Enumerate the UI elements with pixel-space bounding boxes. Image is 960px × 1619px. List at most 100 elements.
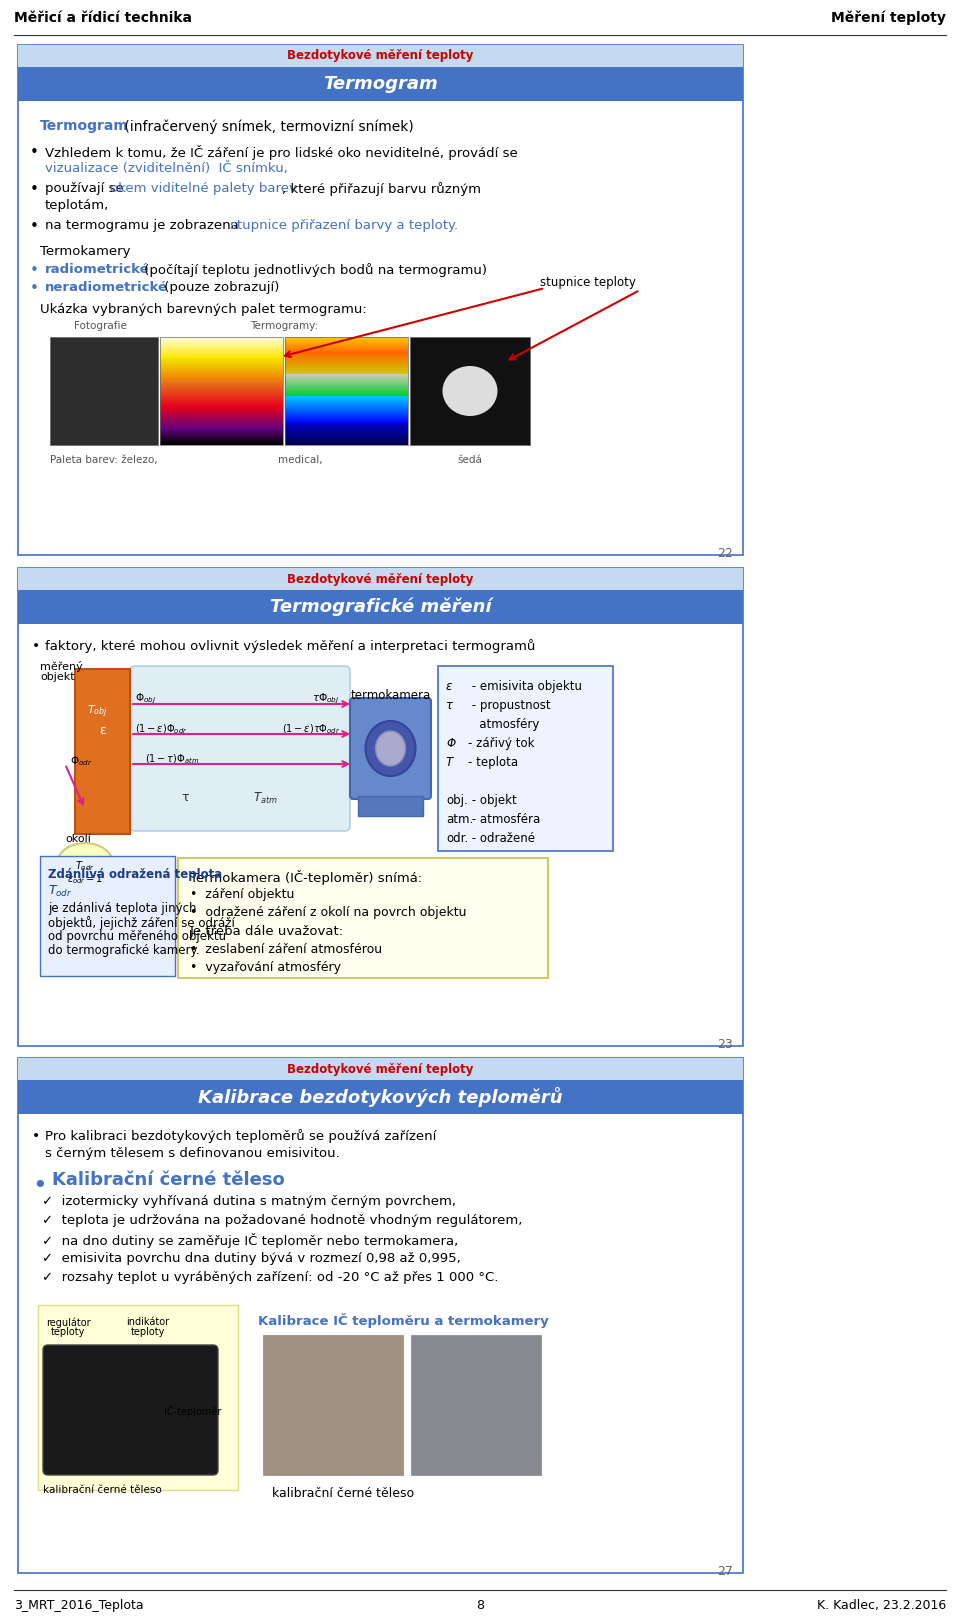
Text: $T_{atm}$: $T_{atm}$ [252,792,277,806]
Text: odr.: odr. [446,832,468,845]
Text: K. Kadlec, 23.2.2016: K. Kadlec, 23.2.2016 [817,1598,946,1611]
Text: - objekt: - objekt [468,793,516,806]
Text: T: T [446,756,453,769]
Text: kalibrační černé těleso: kalibrační černé těleso [43,1485,161,1494]
FancyBboxPatch shape [75,669,130,834]
Text: teploty: teploty [51,1328,85,1337]
Text: Kalibrační černé těleso: Kalibrační černé těleso [52,1171,285,1188]
Text: radiometrické: radiometrické [45,262,150,275]
Text: teplotám,: teplotám, [45,199,109,212]
FancyBboxPatch shape [18,1057,743,1080]
Ellipse shape [375,732,405,766]
Text: ε: ε [446,680,452,693]
Text: Kalibrace bezdotykových teploměrů: Kalibrace bezdotykových teploměrů [198,1086,563,1107]
Text: $(1-\tau)\Phi_{atm}$: $(1-\tau)\Phi_{atm}$ [145,753,200,766]
Text: •: • [30,219,38,235]
FancyBboxPatch shape [18,45,743,555]
Text: - teplota: - teplota [468,756,518,769]
Text: - propustnost: - propustnost [468,699,551,712]
Text: (pouze zobrazují): (pouze zobrazují) [160,282,279,295]
Text: Měření teploty: Měření teploty [831,11,946,26]
Text: Bezdotykové měření teploty: Bezdotykové měření teploty [287,573,473,586]
Text: Termogram: Termogram [324,74,438,92]
Text: •: • [30,262,38,278]
Text: teploty: teploty [131,1328,165,1337]
Text: •: • [32,1128,40,1143]
FancyBboxPatch shape [18,66,743,100]
Text: - zářivý tok: - zářivý tok [468,737,535,750]
Text: Bezdotykové měření teploty: Bezdotykové měření teploty [287,50,473,63]
Text: okem viditelné palety barev: okem viditelné palety barev [110,181,297,194]
Text: vizualizace (zviditelnění)  IČ snímku,: vizualizace (zviditelnění) IČ snímku, [45,162,288,175]
Text: od povrchu měřeného objektu: od povrchu měřeného objektu [48,929,227,942]
FancyBboxPatch shape [38,1305,238,1489]
Ellipse shape [443,366,497,416]
FancyBboxPatch shape [263,1336,403,1475]
Text: ✓  na dno dutiny se zaměřuje IČ teploměr nebo termokamera,: ✓ na dno dutiny se zaměřuje IČ teploměr … [42,1234,458,1248]
Text: medical,: medical, [277,455,323,465]
FancyBboxPatch shape [18,45,743,66]
Text: •  zeslabení záření atmosférou: • zeslabení záření atmosférou [190,942,382,955]
Text: $\Phi_{obj}$: $\Phi_{obj}$ [135,691,156,706]
Text: •: • [30,146,38,160]
Ellipse shape [57,843,113,886]
Text: je zdánlivá teplota jiných: je zdánlivá teplota jiných [48,902,197,915]
Text: regulátor: regulátor [46,1316,90,1328]
Text: Termografické měření: Termografické měření [270,597,492,617]
Text: $\tau \Phi_{obj}$: $\tau \Phi_{obj}$ [312,691,340,706]
Text: $(1-\varepsilon)\tau \Phi_{odr}$: $(1-\varepsilon)\tau \Phi_{odr}$ [281,722,340,737]
Text: objektů, jejichž záření se odráží: objektů, jejichž záření se odráží [48,916,235,929]
FancyBboxPatch shape [130,665,350,831]
Text: Termogram: Termogram [40,120,129,133]
Text: •: • [30,181,38,198]
FancyBboxPatch shape [358,797,423,816]
Text: šedá: šedá [458,455,483,465]
Text: Termokamery: Termokamery [40,244,131,257]
Text: kalibrační černé těleso: kalibrační černé těleso [272,1486,414,1499]
Text: 23: 23 [717,1038,733,1051]
Text: - atmosféra: - atmosféra [468,813,540,826]
Text: (infračervený snímek, termovizní snímek): (infračervený snímek, termovizní snímek) [120,120,414,133]
FancyBboxPatch shape [18,1057,743,1574]
Text: Pro kalibraci bezdotykových teploměrů se používá zařízení: Pro kalibraci bezdotykových teploměrů se… [45,1128,437,1143]
Text: - emisivita objektu: - emisivita objektu [468,680,582,693]
Text: (počítají teplotu jednotlivých bodů na termogramu): (počítají teplotu jednotlivých bodů na t… [140,262,487,277]
FancyBboxPatch shape [18,589,743,623]
FancyBboxPatch shape [178,858,548,978]
Ellipse shape [366,720,416,776]
Text: τ: τ [181,792,189,805]
Text: $(1-\varepsilon)\Phi_{odr}$: $(1-\varepsilon)\Phi_{odr}$ [135,722,187,737]
Text: používají se: používají se [45,181,128,194]
Text: $\varepsilon_{odr}=1$: $\varepsilon_{odr}=1$ [67,873,103,886]
FancyBboxPatch shape [18,1080,743,1114]
Text: do termografické kamery.: do termografické kamery. [48,944,200,957]
Text: IČ-teploměr: IČ-teploměr [164,1405,222,1417]
Text: Fotografie: Fotografie [74,321,127,330]
FancyBboxPatch shape [411,1336,541,1475]
Text: indikátor: indikátor [127,1316,170,1328]
FancyBboxPatch shape [40,856,175,976]
Text: •  vyzařování atmosféry: • vyzařování atmosféry [190,962,341,975]
Text: neradiometrické: neradiometrické [45,282,168,295]
Text: ✓  teplota je udržována na požadované hodnotě vhodným regulátorem,: ✓ teplota je udržována na požadované hod… [42,1214,522,1227]
FancyBboxPatch shape [350,698,431,800]
Text: stupnice přiřazení barvy a teploty.: stupnice přiřazení barvy a teploty. [230,219,458,232]
Text: $T_{obj}$: $T_{obj}$ [87,704,108,720]
Text: Měřicí a řídicí technika: Měřicí a řídicí technika [14,11,192,24]
Text: 3_MRT_2016_Teplota: 3_MRT_2016_Teplota [14,1598,144,1611]
Text: Vzhledem k tomu, že IČ záření je pro lidské oko neviditelné, provádí se: Vzhledem k tomu, že IČ záření je pro lid… [45,146,517,160]
Text: ε: ε [99,724,106,737]
Text: obj.: obj. [446,793,468,806]
Text: objekt: objekt [40,672,75,682]
Text: 22: 22 [717,547,733,560]
Text: - odražené: - odražené [468,832,535,845]
Text: Paleta barev: železo,: Paleta barev: železo, [50,455,157,465]
Text: 27: 27 [717,1566,733,1579]
Text: Je třeba dále uvažovat:: Je třeba dále uvažovat: [190,924,344,937]
Text: na termogramu je zobrazena: na termogramu je zobrazena [45,219,243,232]
Text: atm.: atm. [446,813,473,826]
Text: okolí: okolí [65,834,91,843]
Text: Ukázka vybraných barevných palet termogramu:: Ukázka vybraných barevných palet termogr… [40,303,367,316]
FancyBboxPatch shape [410,337,530,445]
Text: Zdánlivá odražená teplota: Zdánlivá odražená teplota [48,868,227,881]
